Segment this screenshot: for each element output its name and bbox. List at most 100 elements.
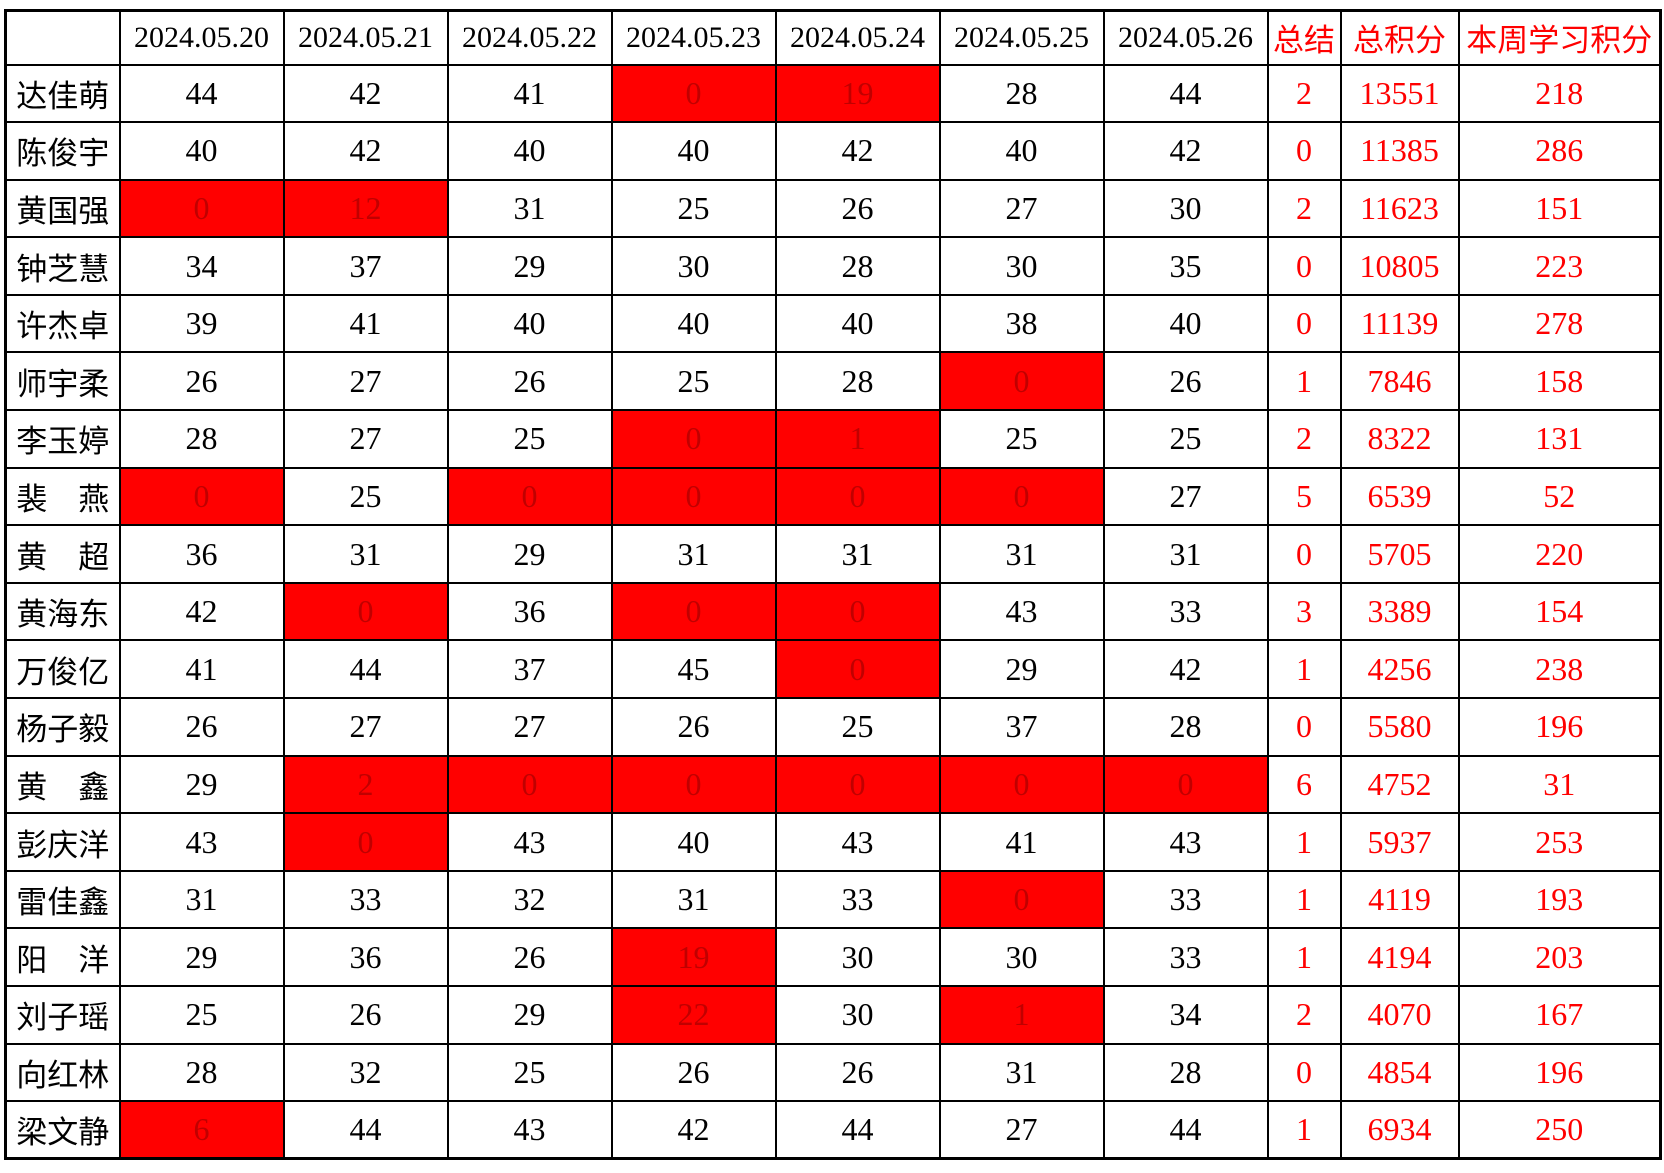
daily-score-cell: 25 <box>610 351 777 412</box>
summary-count-cell: 1 <box>1266 351 1342 412</box>
student-name: 许杰卓 <box>4 293 121 354</box>
summary-count-cell: 0 <box>1266 1042 1342 1103</box>
daily-score-cell: 25 <box>118 985 285 1045</box>
daily-score-cell: 34 <box>1102 985 1269 1045</box>
student-row: 陈俊宇 40 42 40 40 42 40 42 0 11385 286 <box>4 121 1662 181</box>
daily-score-cell: 42 <box>610 1100 777 1160</box>
date-column-header: 2024.05.20 <box>118 9 285 66</box>
student-row: 裴 燕 0 25 0 0 0 0 27 5 6539 52 <box>4 466 1662 527</box>
summary-count-cell: 2 <box>1266 985 1342 1045</box>
summary-count-cell: 5 <box>1266 466 1342 527</box>
week-study-points-cell: 167 <box>1457 985 1662 1045</box>
daily-score-cell: 45 <box>610 639 777 700</box>
daily-score-cell: 28 <box>774 351 941 412</box>
daily-score-cell-flagged: 0 <box>938 869 1105 930</box>
student-row: 达佳萌 44 42 41 0 19 28 44 2 13551 218 <box>4 63 1662 124</box>
daily-score-cell: 28 <box>938 63 1105 124</box>
daily-score-cell: 29 <box>446 236 613 296</box>
student-name: 钟芝慧 <box>4 236 121 296</box>
daily-score-cell: 30 <box>610 236 777 296</box>
daily-score-cell: 36 <box>118 524 285 584</box>
daily-score-cell: 26 <box>610 697 777 757</box>
daily-score-cell: 31 <box>610 524 777 584</box>
student-row: 黄国强 0 12 31 25 26 27 30 2 11623 151 <box>4 178 1662 239</box>
daily-score-cell-flagged: 0 <box>446 466 613 527</box>
daily-score-cell: 34 <box>118 236 285 296</box>
daily-score-cell: 31 <box>938 524 1105 584</box>
student-name: 雷佳鑫 <box>4 869 121 930</box>
week-study-points-cell: 220 <box>1457 524 1662 584</box>
daily-score-cell: 42 <box>282 121 449 181</box>
daily-score-cell: 36 <box>446 581 613 642</box>
daily-score-cell: 26 <box>446 927 613 987</box>
daily-score-cell-flagged: 0 <box>610 466 777 527</box>
week-study-points-cell: 193 <box>1457 869 1662 930</box>
summary-count-cell: 6 <box>1266 754 1342 815</box>
total-points-cell: 13551 <box>1339 63 1460 124</box>
daily-score-cell: 33 <box>282 869 449 930</box>
daily-score-cell: 26 <box>118 697 285 757</box>
daily-score-cell: 27 <box>282 409 449 469</box>
daily-score-cell-flagged: 0 <box>774 754 941 815</box>
daily-score-cell: 44 <box>1102 63 1269 124</box>
daily-score-cell: 26 <box>774 178 941 239</box>
student-name: 裴 燕 <box>4 466 121 527</box>
daily-score-cell: 41 <box>118 639 285 700</box>
daily-score-cell: 25 <box>282 466 449 527</box>
week-study-points-cell: 250 <box>1457 1100 1662 1160</box>
total-points-cell: 4119 <box>1339 869 1460 930</box>
student-row: 钟芝慧 34 37 29 30 28 30 35 0 10805 223 <box>4 236 1662 296</box>
total-points-cell: 7846 <box>1339 351 1460 412</box>
daily-score-cell: 26 <box>446 351 613 412</box>
daily-score-cell-flagged: 1 <box>938 985 1105 1045</box>
daily-score-cell: 31 <box>118 869 285 930</box>
total-points-cell: 4070 <box>1339 985 1460 1045</box>
daily-score-cell: 40 <box>1102 293 1269 354</box>
summary-count-cell: 1 <box>1266 812 1342 872</box>
daily-score-cell: 26 <box>774 1042 941 1103</box>
daily-score-cell: 30 <box>1102 178 1269 239</box>
total-points-cell: 11139 <box>1339 293 1460 354</box>
daily-score-cell-flagged: 2 <box>282 754 449 815</box>
student-name: 刘子瑶 <box>4 985 121 1045</box>
week-study-points-cell: 203 <box>1457 927 1662 987</box>
total-points-cell: 4752 <box>1339 754 1460 815</box>
daily-score-cell: 40 <box>610 812 777 872</box>
daily-score-cell: 31 <box>938 1042 1105 1103</box>
daily-score-cell: 40 <box>610 121 777 181</box>
summary-count-cell: 1 <box>1266 927 1342 987</box>
daily-score-cell: 31 <box>1102 524 1269 584</box>
daily-score-cell: 25 <box>446 409 613 469</box>
total-points-cell: 8322 <box>1339 409 1460 469</box>
daily-score-cell: 29 <box>446 985 613 1045</box>
daily-score-cell: 40 <box>938 121 1105 181</box>
total-points-cell: 6934 <box>1339 1100 1460 1160</box>
student-name: 梁文静 <box>4 1100 121 1160</box>
daily-score-cell: 25 <box>774 697 941 757</box>
student-name: 万俊亿 <box>4 639 121 700</box>
total-points-cell: 6539 <box>1339 466 1460 527</box>
summary-count-cell: 1 <box>1266 1100 1342 1160</box>
daily-score-cell: 44 <box>282 639 449 700</box>
daily-score-cell: 27 <box>938 178 1105 239</box>
daily-score-cell: 36 <box>282 927 449 987</box>
student-name: 彭庆洋 <box>4 812 121 872</box>
daily-score-cell: 28 <box>118 409 285 469</box>
week-study-points-cell: 253 <box>1457 812 1662 872</box>
daily-score-cell-flagged: 0 <box>282 581 449 642</box>
student-row: 梁文静 6 44 43 42 44 27 44 1 6934 250 <box>4 1100 1662 1160</box>
daily-score-cell: 31 <box>282 524 449 584</box>
daily-score-cell-flagged: 0 <box>610 754 777 815</box>
daily-score-cell: 43 <box>446 812 613 872</box>
week-study-points-cell: 151 <box>1457 178 1662 239</box>
daily-score-cell: 27 <box>282 697 449 757</box>
daily-score-cell-flagged: 19 <box>610 927 777 987</box>
daily-score-cell: 44 <box>282 1100 449 1160</box>
date-column-header: 2024.05.25 <box>938 9 1105 66</box>
daily-score-cell: 28 <box>1102 1042 1269 1103</box>
daily-score-cell: 44 <box>118 63 285 124</box>
daily-score-cell: 39 <box>118 293 285 354</box>
daily-score-cell: 43 <box>1102 812 1269 872</box>
daily-score-cell: 40 <box>610 293 777 354</box>
daily-score-cell: 40 <box>118 121 285 181</box>
